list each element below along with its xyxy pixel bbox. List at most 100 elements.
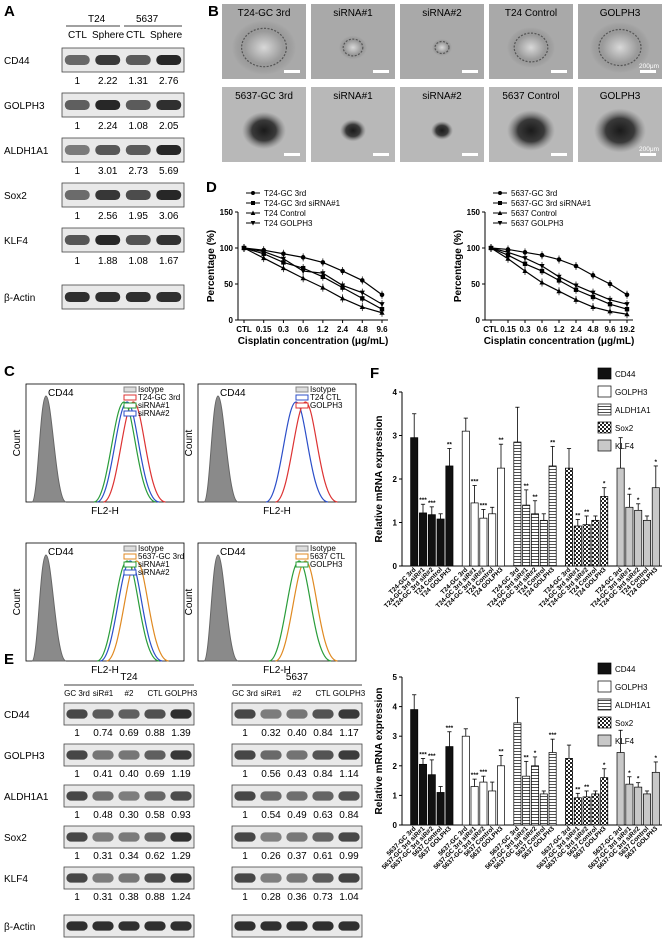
x-tick-label: CTL: [483, 325, 499, 334]
y-axis-label: Relative mRNA expression: [374, 416, 385, 543]
legend-entry-golph3: GOLPH3: [597, 680, 648, 693]
panel-a-value: 2.56: [98, 211, 118, 222]
scale-bar: [551, 70, 567, 73]
bar-aldh1a1: [539, 519, 548, 567]
panel-a-value: 1: [74, 256, 80, 267]
panel-a-blot-actin: [61, 284, 185, 310]
panel-e-value: 0.41: [93, 769, 113, 780]
panel-a-row-label-klf4: KLF4: [4, 236, 28, 247]
y-tick-label: 150: [467, 208, 481, 217]
bar-sox2: [591, 793, 600, 826]
legend-entry-t24-golph3: T24 GOLPH3: [246, 219, 313, 228]
legend-label: ALDH1A1: [615, 701, 651, 710]
blot-band: [312, 832, 334, 842]
blot-band: [338, 873, 360, 883]
panel-e-value: 0.69: [119, 728, 139, 739]
blot-band: [170, 873, 192, 883]
significance-mark: ***: [549, 732, 557, 739]
panel-a-row-label-golph3: GOLPH3: [4, 101, 45, 112]
significance-mark: ***: [419, 751, 427, 758]
panel-e-row-label-actin: β-Actin: [4, 922, 35, 933]
marker-point: [590, 290, 596, 296]
marker-point: [607, 301, 613, 307]
panel-a-value: 1: [74, 121, 80, 132]
blot-band: [234, 750, 256, 760]
blot-band: [95, 99, 121, 111]
panel-e-blot-aldh1a1-0: [63, 784, 195, 808]
significance-mark: **: [584, 509, 590, 516]
panel-letter-b: B: [208, 3, 219, 20]
bar-aldh1a1: [548, 752, 557, 826]
panel-e-value: 0.63: [313, 810, 333, 821]
panel-a-col-2: Sphere: [92, 30, 125, 41]
significance-mark: ***: [480, 769, 488, 776]
legend-entry-sox2: Sox2: [597, 716, 634, 729]
marker-point: [624, 311, 630, 317]
panel-a-value: 5.69: [159, 166, 179, 177]
panel-a-blot-golph3: [61, 92, 185, 118]
panel-e-value: 0.62: [145, 851, 165, 862]
blot-band: [286, 750, 308, 760]
panel-c-x-label: FL2-H: [263, 665, 291, 676]
y-tick-label: 4: [393, 388, 398, 397]
scale-bar: [373, 70, 389, 73]
scale-bar: [640, 70, 656, 73]
panel-a-blot-cd44: [61, 47, 185, 73]
histogram-curve: [265, 401, 329, 503]
legend-marker: [250, 221, 256, 226]
marker-point: [359, 278, 365, 283]
panel-a-blot-aldh1a1: [61, 137, 185, 163]
blot-band: [170, 709, 192, 719]
marker-point: [505, 256, 511, 261]
panel-e-value: 0.40: [287, 728, 307, 739]
blot-band: [312, 750, 334, 760]
y-tick-label: 1: [393, 791, 398, 800]
marker-point: [522, 261, 528, 267]
legend-entry-aldh1a1: ALDH1A1: [597, 698, 651, 711]
significance-mark: **: [575, 512, 581, 519]
panel-c-marker-label: CD44: [48, 388, 74, 399]
panel-a-value: 2.22: [98, 76, 118, 87]
significance-mark: **: [524, 483, 530, 490]
legend-label-sirna-1: siRNA#1: [138, 401, 170, 410]
panel-a-group-5637: 5637: [136, 14, 159, 25]
bar-klf4: [634, 509, 643, 567]
legend-label-golph3: GOLPH3: [310, 401, 343, 410]
bar-aldh1a1: [539, 793, 548, 826]
isotype-peak: [31, 554, 67, 662]
bar-golph3: [479, 781, 488, 826]
blot-band: [312, 709, 334, 719]
panel-e-group-5637: 5637: [286, 672, 309, 683]
bar-aldh1a1: [513, 441, 522, 567]
x-tick-label: 1.2: [317, 325, 329, 334]
scale-bar: [284, 153, 300, 156]
y-tick-label: 150: [220, 208, 234, 217]
series-line-t24-control: [243, 247, 383, 314]
panel-e-col-gc-3rd: GC 3rd: [232, 689, 258, 698]
blot-band: [95, 189, 121, 201]
blot-band: [66, 873, 88, 883]
legend-swatch: [295, 561, 309, 568]
panel-e-blot-actin-0: [63, 914, 195, 938]
series-line-t24-golph3: [243, 247, 383, 305]
blot-band: [286, 709, 308, 719]
legend-swatch: [123, 394, 137, 401]
isotype-peak: [203, 554, 239, 662]
y-axis-label: Percentage (%): [453, 230, 464, 302]
panel-e-blot-golph3-0: [63, 743, 195, 767]
panel-e-value: 0.88: [145, 728, 165, 739]
legend-entry-sox2: Sox2: [597, 421, 634, 434]
histogram-curve: [96, 401, 160, 503]
legend-label: 5637-GC 3rd siRNA#1: [511, 199, 592, 208]
blot-band: [144, 750, 166, 760]
panel-e-blot-sox2-1: [231, 825, 363, 849]
legend-swatch: [295, 386, 309, 393]
bar-cd44: [419, 512, 427, 567]
panel-e-row-label-cd44: CD44: [4, 710, 30, 721]
panel-e-value: 1.17: [339, 728, 359, 739]
legend-label-t24-ctl: T24 CTL: [310, 393, 342, 402]
marker-point: [300, 275, 306, 281]
x-tick-label: 2.4: [570, 325, 582, 334]
